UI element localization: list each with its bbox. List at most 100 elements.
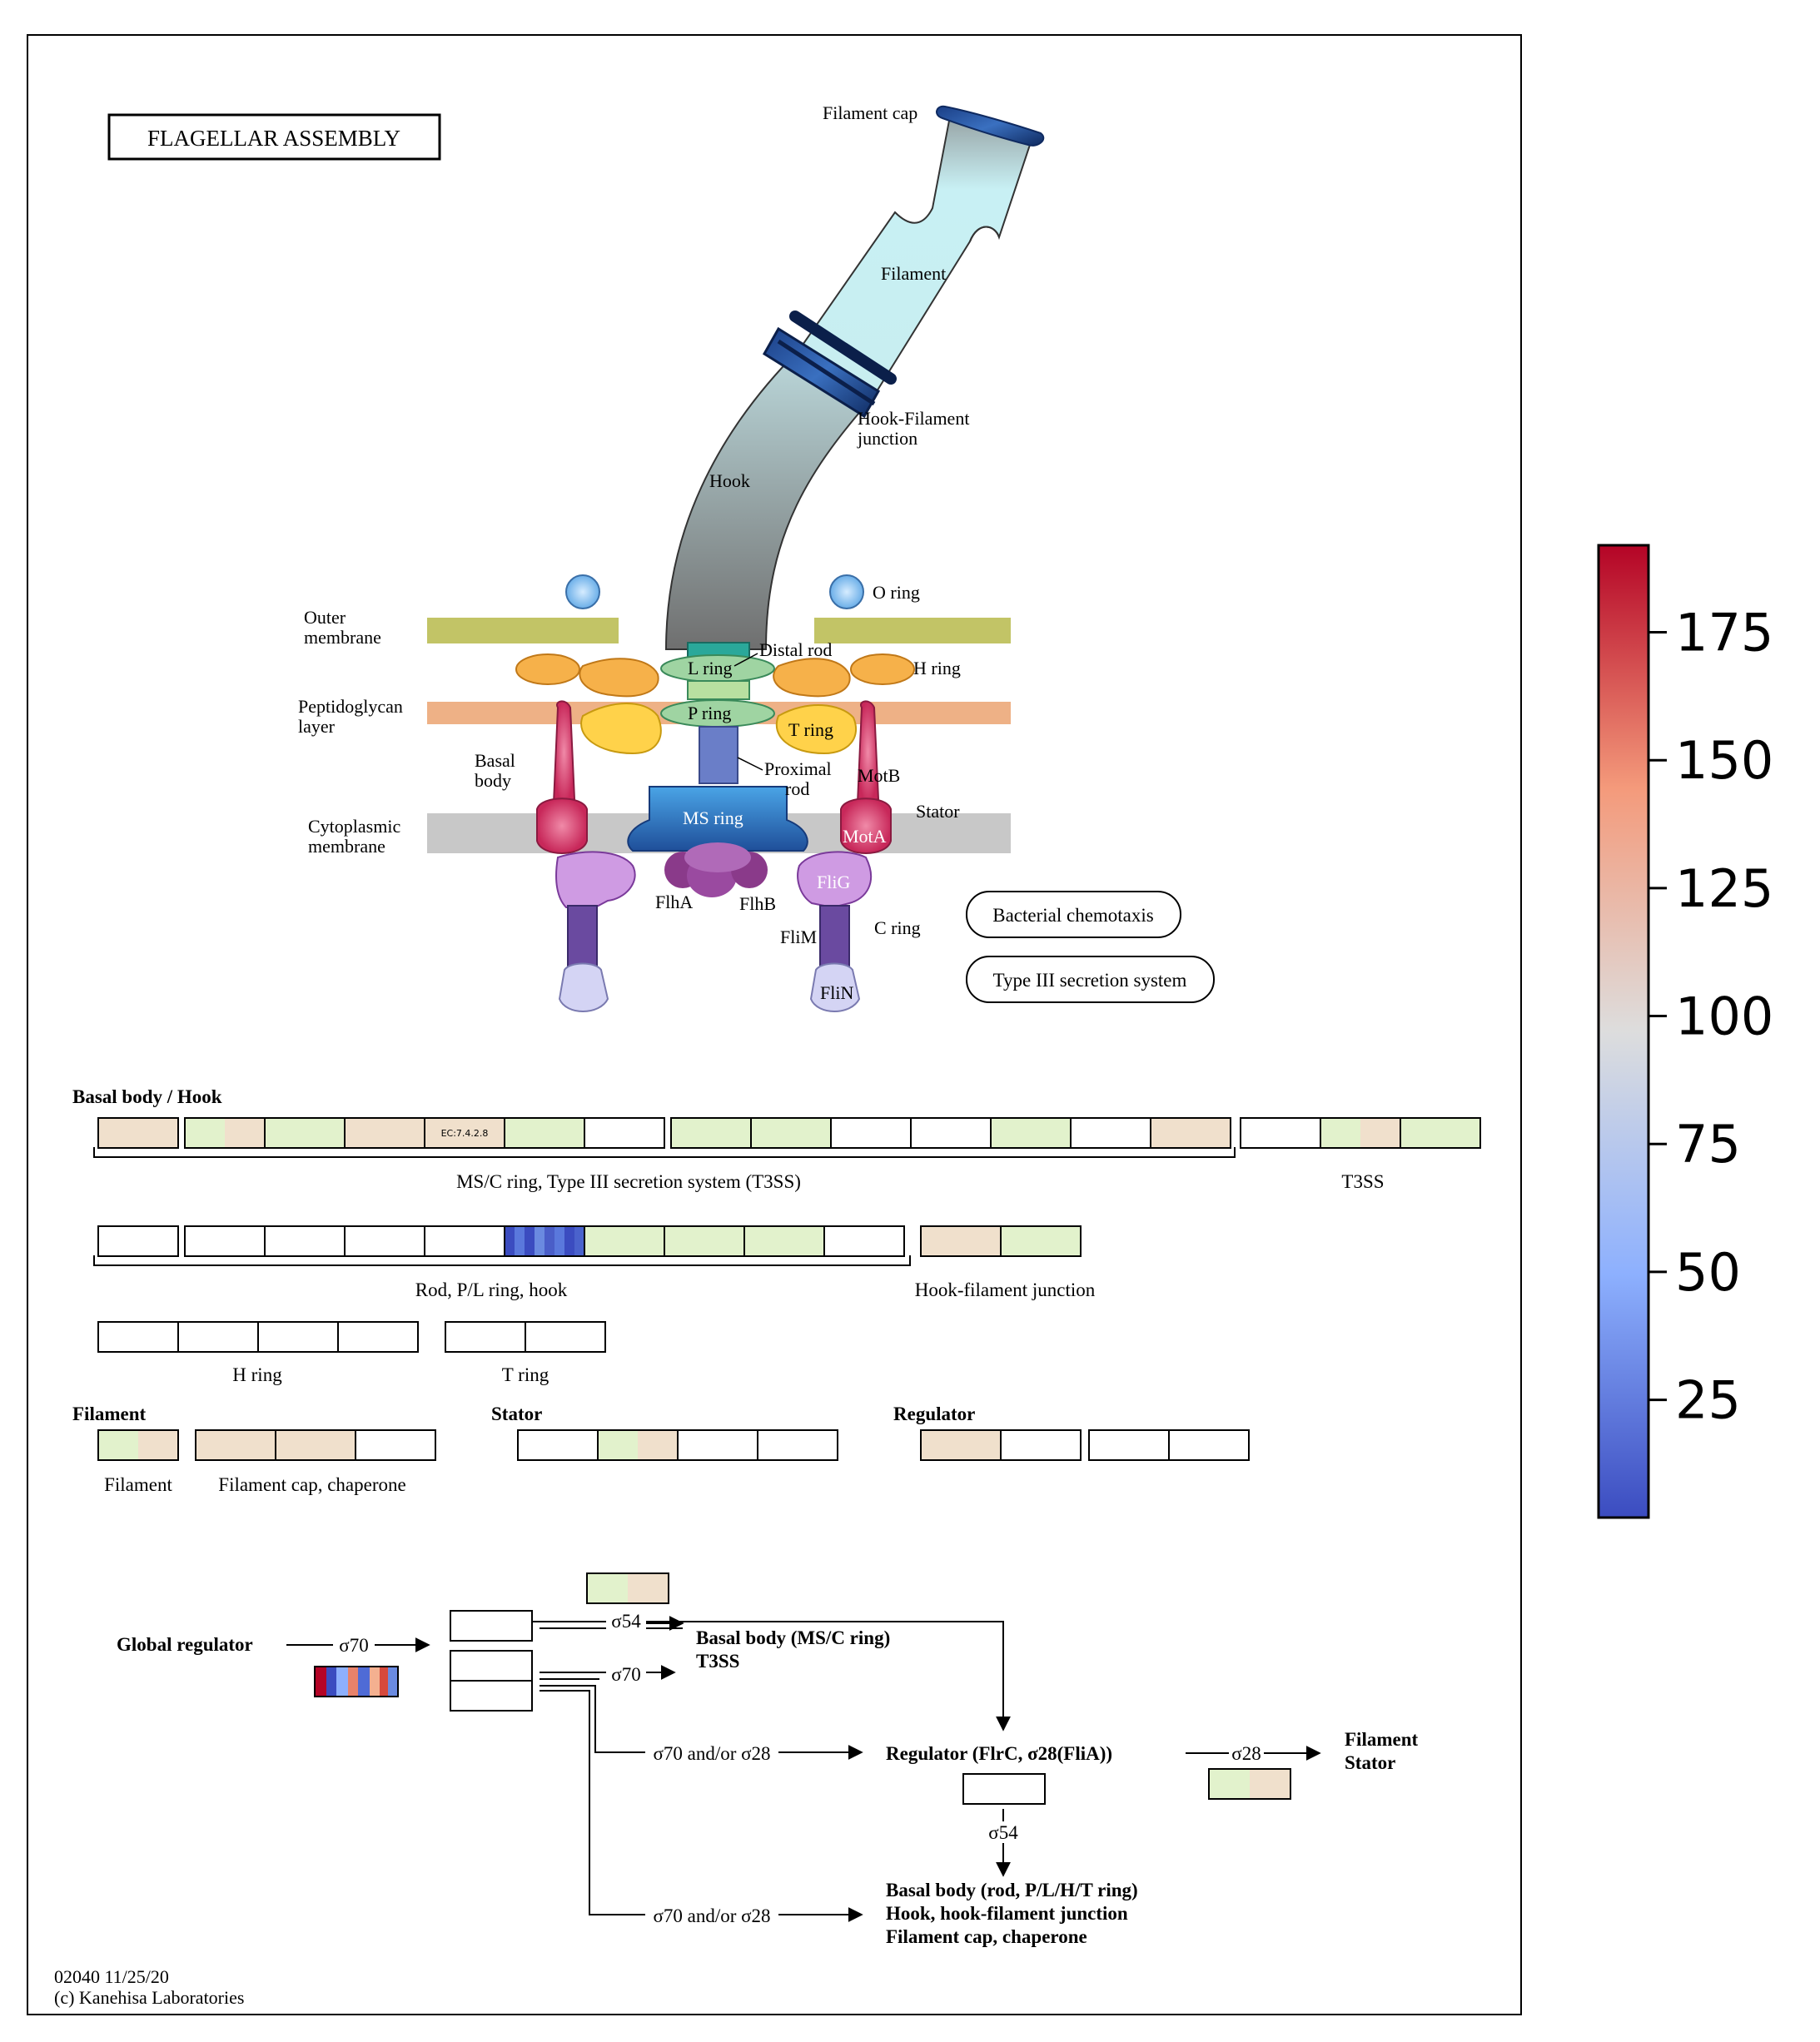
target-basal-ms-2: T3SS [696,1651,739,1672]
gene-box[interactable] [1400,1117,1481,1149]
reg-gene-box-2[interactable] [450,1650,533,1682]
label-peptidoglycan-2: layer [298,716,336,737]
title-box: FLAGELLAR ASSEMBLY [107,113,441,161]
gene-box[interactable] [445,1321,526,1353]
sigma70-or-28-label-b: σ70 and/or σ28 [653,1905,770,1926]
gene-box[interactable] [1000,1429,1082,1461]
h-ring-right-outer [850,653,915,685]
o-ring-left [565,574,600,609]
link-bacterial-chemotaxis[interactable]: Bacterial chemotaxis [966,891,1181,938]
gene-box[interactable] [424,1225,505,1257]
gene-box[interactable] [1320,1117,1401,1149]
sigma28-label: σ28 [1231,1743,1261,1764]
outer-membrane-band-right [814,618,1011,643]
gene-box[interactable] [504,1117,585,1149]
label-p-ring: P ring [688,703,731,723]
regulator-flrc-label: Regulator (FlrC, σ28(FliA)) [886,1743,1112,1764]
gene-box[interactable] [264,1117,346,1149]
reg-gene-box-3[interactable] [450,1680,533,1712]
outer-membrane-band-left [427,618,619,643]
link-type-iii-secretion[interactable]: Type III secretion system [966,956,1215,1003]
gene-box[interactable] [1000,1225,1082,1257]
colorbar-tick-label: 25 [1675,1370,1741,1431]
h-ring-left-inner [579,658,659,698]
section-regulator-head: Regulator [893,1404,975,1424]
gene-box[interactable] [257,1321,339,1353]
label-flin: FliN [820,982,853,1003]
gene-box[interactable] [1150,1117,1231,1149]
gene-box[interactable] [830,1117,912,1149]
gene-box[interactable] [337,1321,419,1353]
flig [797,851,872,909]
h-ring-left-outer [515,653,580,685]
gene-box[interactable] [670,1117,752,1149]
gene-box[interactable] [597,1429,679,1461]
gene-box[interactable] [525,1321,606,1353]
motor-right [797,700,892,1012]
label-hook: Hook [709,470,750,491]
motor-left [536,700,636,1012]
label-o-ring: O ring [873,582,920,603]
reg-gene-box-flrc[interactable] [962,1773,1046,1805]
gene-box[interactable] [517,1429,599,1461]
link-bacterial-chemotaxis-label[interactable]: Bacterial chemotaxis [992,905,1154,926]
gene-box[interactable] [1168,1429,1250,1461]
gene-box[interactable] [97,1321,179,1353]
gene-box[interactable] [990,1117,1072,1149]
section-ms-c-ring: MS/C ring, Type III secretion system (T3… [456,1171,801,1192]
target-basal-rod-2: Hook, hook-filament junction [886,1903,1128,1924]
sigma28-gene-box[interactable] [1208,1768,1291,1800]
gene-box[interactable] [177,1321,259,1353]
gene-box[interactable] [910,1117,992,1149]
gene-box[interactable] [97,1225,179,1257]
gene-box[interactable] [750,1117,832,1149]
section-stator-head: Stator [491,1404,542,1424]
gene-box[interactable] [184,1117,266,1149]
gene-box[interactable] [757,1429,838,1461]
label-proximal-rod-2: rod [785,778,809,799]
gene-box[interactable]: EC:7.4.2.8 [424,1117,505,1149]
gene-box[interactable] [584,1225,665,1257]
gene-box[interactable] [355,1429,436,1461]
link-type-iii-secretion-label[interactable]: Type III secretion system [993,970,1187,991]
target-basal-rod-3: Filament cap, chaperone [886,1926,1087,1947]
gene-box[interactable] [743,1225,825,1257]
label-flha: FlhA [655,892,693,912]
gene-box[interactable] [504,1225,585,1257]
global-regulator-box[interactable] [314,1666,399,1697]
global-regulator-label: Global regulator [117,1634,253,1655]
section-basal-hook: Basal body / Hook [72,1086,222,1107]
gene-box[interactable] [920,1225,1002,1257]
gene-box[interactable] [264,1225,346,1257]
h-ring-right-inner [773,658,851,698]
gene-box[interactable] [823,1225,905,1257]
section-t-ring: T ring [502,1364,549,1385]
label-flig: FliG [817,872,850,892]
gene-box[interactable] [1088,1429,1170,1461]
label-motb: MotB [858,765,900,786]
mota [840,797,892,854]
label-flhb: FlhB [739,893,776,914]
gene-box[interactable] [97,1117,179,1149]
filament-cap [936,105,1045,147]
sigma54-gene-box[interactable] [586,1572,669,1604]
gene-box[interactable] [677,1429,758,1461]
label-c-ring: C ring [874,917,921,938]
gene-box[interactable] [1070,1117,1151,1149]
gene-box[interactable] [1240,1117,1321,1149]
gene-box[interactable] [920,1429,1002,1461]
gene-box[interactable] [344,1117,425,1149]
gene-box[interactable] [195,1429,276,1461]
gene-box[interactable] [344,1225,425,1257]
colorbar-tick-label: 175 [1675,603,1773,663]
label-distal-rod: Distal rod [759,639,832,660]
ec-number-label: EC:7.4.2.8 [441,1128,489,1139]
gene-box[interactable] [664,1225,745,1257]
gene-box[interactable] [584,1117,665,1149]
gene-box[interactable] [97,1429,179,1461]
gene-box[interactable] [275,1429,356,1461]
label-basal-body-2: body [475,770,511,791]
reg-gene-box-1[interactable] [450,1610,533,1642]
gene-box[interactable] [184,1225,266,1257]
